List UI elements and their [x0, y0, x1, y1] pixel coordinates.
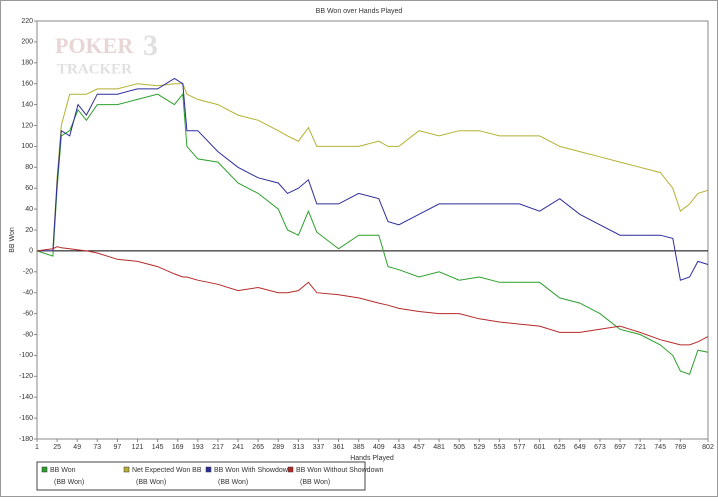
- x-tick-label: 241: [232, 444, 244, 451]
- x-tick-label: 649: [574, 444, 586, 451]
- x-tick-label: 1: [35, 444, 39, 451]
- x-tick-label: 802: [702, 444, 714, 451]
- series-line: [37, 77, 709, 281]
- y-tick-label: -120: [19, 373, 33, 380]
- x-tick-label: 97: [114, 444, 122, 451]
- y-tick-label: -40: [23, 290, 33, 297]
- legend-unit: (BB Won): [136, 479, 166, 486]
- y-tick-label: 140: [21, 101, 33, 108]
- legend-box: [36, 461, 366, 491]
- y-axis-label: BB Won: [9, 227, 16, 253]
- y-tick-label: -80: [23, 331, 33, 338]
- x-tick-label: 169: [172, 444, 184, 451]
- y-tick-label: 100: [21, 143, 33, 150]
- y-tick-label: -100: [19, 352, 33, 359]
- legend-unit: (BB Won): [218, 479, 248, 486]
- y-tick-label: 80: [25, 164, 33, 171]
- x-axis-label: Hands Played: [350, 455, 394, 462]
- y-tick-label: 200: [21, 39, 33, 46]
- x-tick-label: 673: [594, 444, 606, 451]
- legend-unit: (BB Won): [54, 479, 84, 486]
- x-tick-label: 265: [252, 444, 264, 451]
- y-tick-label: -60: [23, 310, 33, 317]
- y-tick-label: 0: [29, 248, 33, 255]
- series-line: [37, 83, 709, 252]
- x-tick-label: 529: [473, 444, 485, 451]
- x-tick-label: 553: [494, 444, 506, 451]
- x-tick-label: 193: [192, 444, 204, 451]
- x-tick-label: 457: [413, 444, 425, 451]
- x-tick-label: 409: [373, 444, 385, 451]
- watermark: 3: [143, 29, 158, 62]
- x-tick-label: 145: [152, 444, 164, 451]
- legend-swatch: [287, 466, 294, 473]
- y-tick-label: 20: [25, 227, 33, 234]
- x-tick-label: 121: [132, 444, 144, 451]
- x-tick-label: 745: [654, 444, 666, 451]
- y-tick-label: -160: [19, 415, 33, 422]
- watermark: TRACKER: [57, 61, 132, 77]
- x-tick-label: 385: [353, 444, 365, 451]
- y-tick-label: 180: [21, 60, 33, 67]
- x-tick-label: 481: [433, 444, 445, 451]
- y-tick-label: 120: [21, 122, 33, 129]
- legend-unit: (BB Won): [300, 479, 330, 486]
- series-line: [36, 92, 709, 375]
- x-tick-label: 25: [53, 444, 61, 451]
- x-tick-label: 577: [514, 444, 526, 451]
- legend-label: BB Won Without Showdown: [296, 467, 384, 474]
- x-tick-label: 313: [293, 444, 305, 451]
- x-tick-label: 433: [393, 444, 405, 451]
- chart-title: BB Won over Hands Played: [316, 8, 403, 15]
- y-tick-label: 60: [25, 185, 33, 192]
- x-tick-label: 625: [554, 444, 566, 451]
- legend-swatch: [123, 466, 130, 473]
- legend-swatch: [205, 466, 212, 473]
- watermark: POKER: [55, 33, 134, 58]
- x-tick-label: 721: [634, 444, 646, 451]
- series-line: [36, 246, 709, 346]
- legend-label: BB Won: [50, 467, 76, 474]
- legend-label: Net Expected Won BB: [132, 467, 202, 474]
- legend-swatch: [41, 466, 48, 473]
- x-tick-label: 337: [313, 444, 325, 451]
- y-tick-label: -180: [19, 436, 33, 443]
- y-tick-label: 220: [21, 18, 33, 25]
- legend-label: BB Won With Showdown: [214, 467, 292, 474]
- y-tick-label: 40: [25, 206, 33, 213]
- y-tick-label: -20: [23, 269, 33, 276]
- x-tick-label: 49: [73, 444, 81, 451]
- y-tick-label: -140: [19, 394, 33, 401]
- x-tick-label: 505: [453, 444, 465, 451]
- x-tick-label: 73: [93, 444, 101, 451]
- y-tick-label: 160: [21, 81, 33, 88]
- x-tick-label: 769: [675, 444, 687, 451]
- x-tick-label: 289: [272, 444, 284, 451]
- x-tick-label: 217: [212, 444, 224, 451]
- x-tick-label: 697: [614, 444, 626, 451]
- x-tick-label: 361: [333, 444, 345, 451]
- x-tick-label: 601: [534, 444, 546, 451]
